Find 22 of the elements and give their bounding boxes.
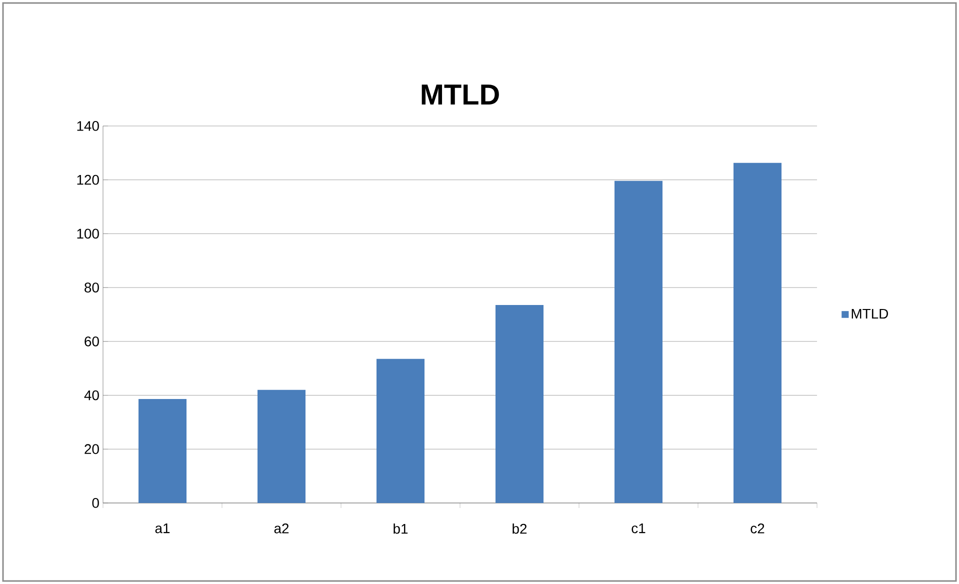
- bar: [614, 180, 663, 503]
- y-tick-label: 100: [77, 228, 99, 239]
- y-tick-label: 40: [84, 390, 99, 400]
- bar: [376, 358, 425, 503]
- x-tick-label: c1: [632, 524, 646, 534]
- y-tick-label: 140: [77, 121, 99, 131]
- y-tick-label: 60: [84, 336, 99, 346]
- x-tick-label: c2: [750, 523, 764, 534]
- y-tick-label: 0: [92, 498, 99, 508]
- bar: [138, 399, 187, 503]
- y-tick-label: 80: [84, 282, 99, 292]
- x-tick-label: b1: [394, 524, 408, 534]
- bar: [734, 162, 782, 503]
- x-tick-label: b2: [512, 524, 527, 534]
- y-tick-label: 120: [77, 174, 99, 185]
- bar: [258, 390, 306, 503]
- chart-title: MTLD: [422, 84, 499, 104]
- y-tick-label: 20: [84, 444, 99, 454]
- x-tick-label: a1: [155, 524, 170, 534]
- bar: [496, 305, 544, 503]
- x-tick-label: a2: [274, 523, 289, 534]
- legend-label: MTLD: [852, 308, 888, 319]
